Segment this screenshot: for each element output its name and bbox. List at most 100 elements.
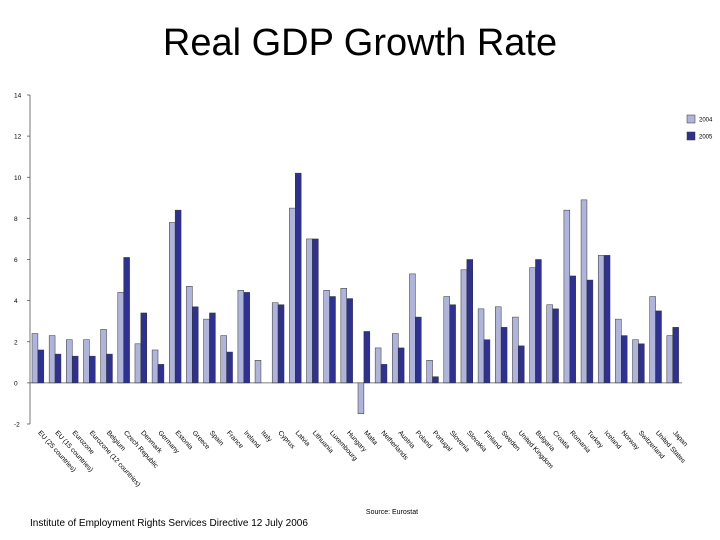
bar-2004-ireland xyxy=(237,290,245,384)
bar-2005-latvia xyxy=(295,172,302,384)
bar-2004-eurozone xyxy=(66,339,73,384)
x-tick-label: Poland xyxy=(414,430,434,451)
bar-2005-czech-republic xyxy=(123,257,130,384)
bar-2005-eurozone-12-countries xyxy=(89,355,96,384)
bar-2004-croatia xyxy=(546,304,553,384)
bar-2004-czech-republic xyxy=(117,292,124,384)
bar-2004-switzerland xyxy=(632,339,639,384)
bar-2005-spain xyxy=(209,312,216,384)
bar-2004-united-kingdom xyxy=(512,316,519,384)
bar-2005-eu-15-countries xyxy=(54,353,62,384)
bar-2004-united-states xyxy=(649,296,656,384)
y-tick-label: 0 xyxy=(14,380,18,387)
bar-2005-slovenia xyxy=(449,304,456,384)
bar-2005-germany xyxy=(157,364,165,384)
bar-2005-iceland xyxy=(603,255,611,384)
bar-2004-slovenia xyxy=(443,296,450,384)
legend-swatch-2004 xyxy=(686,114,696,124)
bar-2004-belgium xyxy=(100,329,107,384)
x-tick-label: Greece xyxy=(191,430,211,451)
y-tick-label: 14 xyxy=(14,93,22,100)
slide-title: Real GDP Growth Rate xyxy=(162,22,558,64)
slide-footer: Institute of Employment Rights Services … xyxy=(30,518,308,529)
bar-2004-norway xyxy=(615,318,622,384)
bar-2005-malta xyxy=(363,331,371,384)
bar-2005-hungary xyxy=(346,298,353,384)
bar-2004-finland xyxy=(477,308,485,384)
legend-label-2005: 2005 xyxy=(699,135,713,141)
bar-2005-austria xyxy=(397,347,405,384)
x-tick-label: France xyxy=(225,430,245,451)
bar-2004-eu-15-countries xyxy=(48,335,56,384)
bar-2004-hungary xyxy=(340,288,347,384)
bar-2005-united-states xyxy=(655,310,662,384)
x-tick-label: Ireland xyxy=(242,430,261,450)
bar-2004-greece xyxy=(186,285,193,384)
y-tick-label: 6 xyxy=(14,257,18,264)
bar-2004-eurozone-12-countries xyxy=(83,339,90,384)
bar-2005-poland xyxy=(415,316,422,384)
y-tick-label: 4 xyxy=(14,298,18,305)
chart-bars xyxy=(31,172,679,414)
bar-2005-luxembourg xyxy=(329,296,336,384)
bar-2005-cyprus xyxy=(277,304,285,384)
bar-2005-sweden xyxy=(500,327,508,384)
bar-2004-germany xyxy=(151,349,159,384)
bar-2005-slovakia xyxy=(466,259,473,384)
bar-2004-japan xyxy=(666,335,673,384)
bar-2004-netherlands xyxy=(374,347,382,384)
bar-2004-denmark xyxy=(134,343,142,384)
bar-2005-portugal xyxy=(432,376,439,384)
bar-2004-slovakia xyxy=(460,269,468,384)
y-tick-label: 2 xyxy=(14,339,18,346)
bar-2004-iceland xyxy=(597,255,605,384)
bar-2005-finland xyxy=(483,339,491,384)
bar-2005-greece xyxy=(192,306,199,384)
bar-2004-romania xyxy=(563,209,571,384)
bar-2005-switzerland xyxy=(638,343,645,384)
bar-2004-poland xyxy=(409,273,416,384)
bar-2005-japan xyxy=(672,327,679,384)
bar-2004-portugal xyxy=(426,360,433,384)
bar-2004-italy xyxy=(254,360,262,384)
bar-2004-turkey xyxy=(580,199,588,384)
bar-2005-bulgaria xyxy=(535,259,542,384)
bar-2004-austria xyxy=(392,333,399,384)
legend-swatch-2005 xyxy=(686,131,696,141)
bar-2005-turkey xyxy=(586,279,594,384)
x-tick-label: Italy xyxy=(259,430,273,444)
y-tick-label: 10 xyxy=(14,175,22,182)
bar-2004-estonia xyxy=(169,222,176,384)
x-tick-label: Cyprus xyxy=(276,430,296,451)
bar-2005-croatia xyxy=(552,308,559,384)
bar-2004-sweden xyxy=(495,306,502,384)
bar-2005-norway xyxy=(621,335,628,384)
bar-2005-denmark xyxy=(140,312,147,384)
bar-2004-france xyxy=(220,335,227,384)
bar-2005-lithuania xyxy=(312,238,319,384)
y-tick-label: -2 xyxy=(14,422,20,429)
chart-x-labels: EU (25 countries)EU (15 countries)Eurozo… xyxy=(36,430,689,489)
bar-2005-eurozone xyxy=(71,355,79,384)
bar-2004-spain xyxy=(203,318,210,384)
bar-2004-malta xyxy=(357,382,365,414)
y-tick-label: 8 xyxy=(14,216,18,223)
bar-2005-ireland xyxy=(243,292,250,384)
legend-label-2004: 2004 xyxy=(699,118,713,124)
bar-2004-lithuania xyxy=(306,238,313,384)
bar-2004-latvia xyxy=(289,207,296,384)
bar-2004-bulgaria xyxy=(529,267,536,384)
chart-source: Source: Eurostat xyxy=(366,509,418,516)
bar-2005-united-kingdom xyxy=(518,345,525,384)
x-tick-label: Iceland xyxy=(602,430,622,451)
bar-2004-eu-25-countries xyxy=(31,333,39,384)
bar-2004-luxembourg xyxy=(323,290,330,384)
bar-2005-estonia xyxy=(174,209,182,384)
bar-2005-romania xyxy=(569,275,576,384)
bar-2005-belgium xyxy=(106,353,113,384)
chart-legend: 2004 2005 xyxy=(686,114,713,141)
bar-2005-france xyxy=(226,351,233,384)
bar-2005-eu-25-countries xyxy=(37,349,45,384)
y-tick-label: 12 xyxy=(14,134,22,141)
